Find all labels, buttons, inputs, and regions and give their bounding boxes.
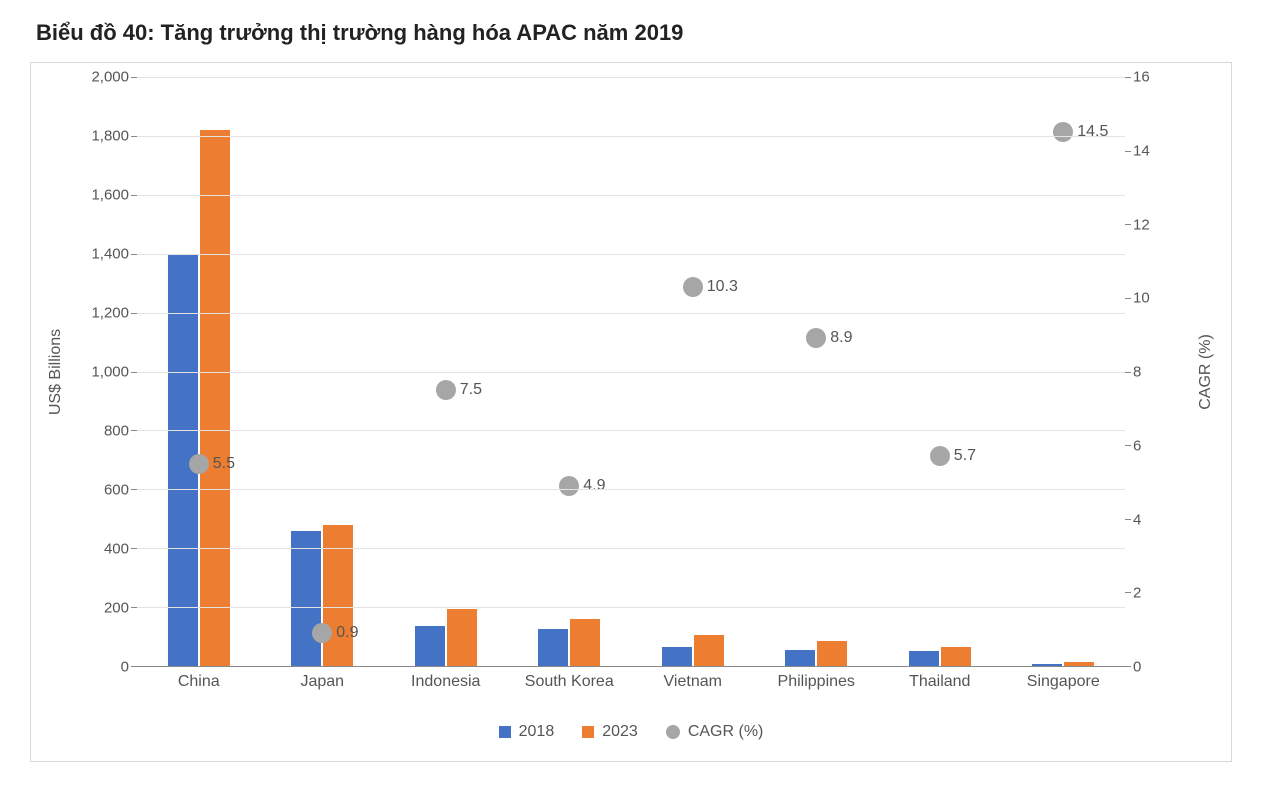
y-right-tick: 2 [1133, 585, 1189, 602]
bar-2023 [323, 525, 353, 666]
bar-2023 [694, 635, 724, 666]
gridline [137, 77, 1125, 78]
y-left-tick: 1,200 [73, 305, 129, 322]
cagr-dot [189, 454, 209, 474]
cagr-dot [312, 623, 332, 643]
legend-item-2023: 2023 [582, 723, 638, 741]
y-right-tick: 10 [1133, 290, 1189, 307]
y-right-tick: 14 [1133, 142, 1189, 159]
bar-2023 [817, 641, 847, 666]
cagr-dot [930, 446, 950, 466]
y-left-tick: 400 [73, 541, 129, 558]
y-right-tick: 8 [1133, 364, 1189, 381]
y-right-tick: 16 [1133, 69, 1189, 86]
bar-2023 [447, 609, 477, 666]
chart-title: Biểu đồ 40: Tăng trưởng thị trường hàng … [36, 20, 1232, 46]
y-axis-left-label: US$ Billions [47, 329, 65, 415]
legend-label-2018: 2018 [519, 723, 555, 741]
gridline [137, 195, 1125, 196]
legend-swatch-cagr [666, 725, 680, 739]
y-left-tick: 2,000 [73, 69, 129, 86]
cagr-dot-label: 7.5 [460, 381, 482, 399]
gridline [137, 313, 1125, 314]
y-left-tick: 1,400 [73, 246, 129, 263]
gridline [137, 489, 1125, 490]
plot-region: 5.5China0.9Japan7.5Indonesia4.9South Kor… [137, 77, 1125, 667]
gridline [137, 548, 1125, 549]
gridline [137, 430, 1125, 431]
legend-item-cagr: CAGR (%) [666, 723, 764, 741]
x-axis-label: Japan [261, 666, 385, 692]
cagr-dot [436, 380, 456, 400]
cagr-dot-label: 0.9 [336, 624, 358, 642]
legend: 2018 2023 CAGR (%) [49, 723, 1213, 741]
x-axis-label: Philippines [755, 666, 879, 692]
gridline [137, 372, 1125, 373]
cagr-dot-label: 8.9 [830, 329, 852, 347]
bar-2023 [941, 647, 971, 666]
y-axis-right-ticks: 0246810121416 [1125, 77, 1189, 667]
cagr-dot-label: 14.5 [1077, 123, 1108, 141]
y-left-tick: 1,600 [73, 187, 129, 204]
x-axis-label: Thailand [878, 666, 1002, 692]
bar-2018 [291, 531, 321, 666]
legend-swatch-2018 [499, 726, 511, 738]
x-axis-label: Vietnam [631, 666, 755, 692]
bar-2018 [415, 626, 445, 666]
y-right-tick: 6 [1133, 437, 1189, 454]
bar-2018 [662, 647, 692, 666]
gridline [137, 607, 1125, 608]
y-left-tick: 800 [73, 423, 129, 440]
cagr-dot [1053, 122, 1073, 142]
cagr-dot-label: 5.5 [213, 455, 235, 473]
cagr-dot [806, 328, 826, 348]
bar-2023 [570, 619, 600, 666]
chart-plot-area: US$ Billions 02004006008001,0001,2001,40… [49, 77, 1213, 667]
x-axis-label: South Korea [508, 666, 632, 692]
y-left-tick: 600 [73, 482, 129, 499]
y-left-tick: 200 [73, 600, 129, 617]
legend-item-2018: 2018 [499, 723, 555, 741]
x-axis-label: China [137, 666, 261, 692]
legend-label-cagr: CAGR (%) [688, 723, 764, 741]
legend-label-2023: 2023 [602, 723, 638, 741]
y-right-tick: 0 [1133, 659, 1189, 676]
cagr-dot [559, 476, 579, 496]
cagr-dot-label: 5.7 [954, 447, 976, 465]
y-axis-right-label: CAGR (%) [1197, 334, 1215, 410]
x-axis-label: Singapore [1002, 666, 1126, 692]
gridline [137, 254, 1125, 255]
y-right-tick: 12 [1133, 216, 1189, 233]
bar-2018 [785, 650, 815, 666]
legend-swatch-2023 [582, 726, 594, 738]
bar-2018 [538, 629, 568, 666]
y-right-tick: 4 [1133, 511, 1189, 528]
x-axis-label: Indonesia [384, 666, 508, 692]
cagr-dot [683, 277, 703, 297]
cagr-dot-label: 10.3 [707, 278, 738, 296]
y-left-tick: 1,000 [73, 364, 129, 381]
y-left-tick: 0 [73, 659, 129, 676]
y-axis-left-ticks: 02004006008001,0001,2001,4001,6001,8002,… [73, 77, 137, 667]
bar-2023 [200, 130, 230, 666]
bar-2018 [909, 651, 939, 666]
cagr-dot-label: 4.9 [583, 477, 605, 495]
y-left-tick: 1,800 [73, 128, 129, 145]
gridline [137, 136, 1125, 137]
chart-container: US$ Billions 0 200 400 600 800 1,000 1,200 1,40… [30, 62, 1232, 762]
